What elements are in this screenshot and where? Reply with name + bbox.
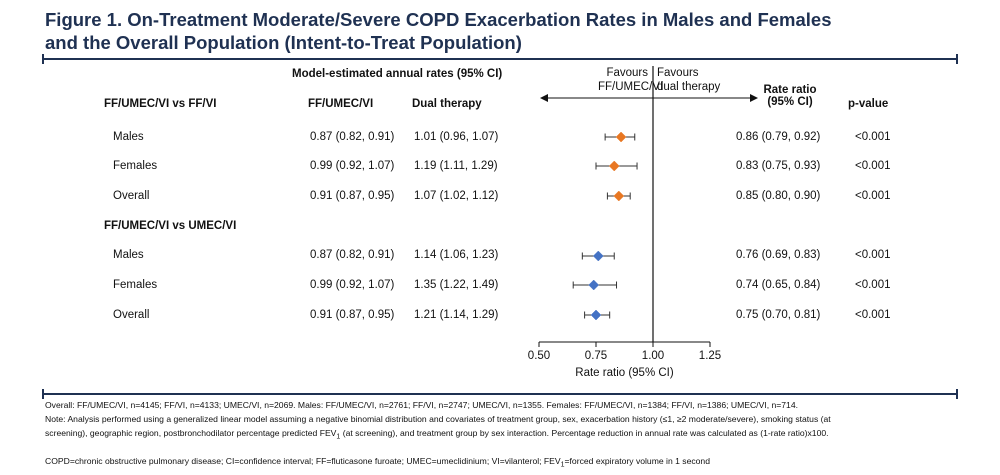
footnote-text: =forced expiratory volume in 1 second xyxy=(564,456,710,466)
row-label: Males xyxy=(113,131,144,143)
row-rate-ratio: 0.74 (0.65, 0.84) xyxy=(736,279,821,291)
x-axis-title: Rate ratio (95% CI) xyxy=(575,367,674,379)
row-dual-rate: 1.19 (1.11, 1.29) xyxy=(414,160,498,172)
favours-right-line-1: Favours xyxy=(657,67,699,79)
row-ffumecvi-rate: 0.91 (0.87, 0.95) xyxy=(310,190,395,202)
rate-ratio-header: Rate ratio (95% CI) xyxy=(750,84,830,108)
figure-title-line-1: Figure 1. On-Treatment Moderate/Severe C… xyxy=(45,9,832,30)
x-tick-label: 0.75 xyxy=(585,350,607,362)
estimate-diamond xyxy=(613,190,625,202)
bottom-rule-cap-left xyxy=(42,389,44,399)
col-dual-header: Dual therapy xyxy=(412,98,482,110)
row-dual-rate: 1.07 (1.02, 1.12) xyxy=(414,190,499,202)
top-rule xyxy=(42,58,958,60)
row-label: Overall xyxy=(113,309,150,321)
row-ffumecvi-rate: 0.99 (0.92, 1.07) xyxy=(310,279,395,291)
row-rate-ratio: 0.75 (0.70, 0.81) xyxy=(736,309,821,321)
row-rate-ratio: 0.76 (0.69, 0.83) xyxy=(736,249,821,261)
row-pvalue: <0.001 xyxy=(855,131,891,143)
row-label: Males xyxy=(113,249,144,261)
row-rate-ratio: 0.86 (0.79, 0.92) xyxy=(736,131,821,143)
row-ffumecvi-rate: 0.91 (0.87, 0.95) xyxy=(310,309,395,321)
row-rate-ratio: 0.85 (0.80, 0.90) xyxy=(736,190,821,202)
model-rates-header: Model-estimated annual rates (95% CI) xyxy=(292,68,503,80)
pvalue-header: p-value xyxy=(848,98,889,110)
footnote-subscript: 1 xyxy=(560,461,565,469)
footnote-method-note: Note: Analysis performed using a general… xyxy=(45,414,831,424)
footnote-text: COPD=chronic obstructive pulmonary disea… xyxy=(45,456,561,466)
footnote-text: (at screening), and treatment group by s… xyxy=(340,428,829,438)
row-dual-rate: 1.14 (1.06, 1.23) xyxy=(414,249,499,261)
row-pvalue: <0.001 xyxy=(855,249,891,261)
group-label: FF/UMEC/VI vs UMEC/VI xyxy=(104,220,237,232)
row-pvalue: <0.001 xyxy=(855,279,891,291)
bottom-rule-cap-right xyxy=(956,389,958,399)
row-label: Females xyxy=(113,160,158,172)
estimate-diamond xyxy=(590,309,602,321)
group-label: FF/UMEC/VI vs FF/VI xyxy=(104,98,217,110)
footnote-abbreviations: COPD=chronic obstructive pulmonary disea… xyxy=(45,454,710,473)
row-dual-rate: 1.01 (0.96, 1.07) xyxy=(414,131,499,143)
row-pvalue: <0.001 xyxy=(855,309,891,321)
footnote-method-note-cont: screening), geographic region, postbronc… xyxy=(45,426,829,445)
row-ffumecvi-rate: 0.87 (0.82, 0.91) xyxy=(310,131,395,143)
row-pvalue: <0.001 xyxy=(855,190,891,202)
rate-ratio-header-line-1: Rate ratio xyxy=(763,84,817,96)
favours-left-line-2: FF/UMEC/VI xyxy=(598,81,664,93)
row-pvalue: <0.001 xyxy=(855,160,891,172)
footnote-subscript: 1 xyxy=(336,433,341,441)
footnote-text: screening), geographic region, postbronc… xyxy=(45,428,337,438)
col-ffumecvi-header: FF/UMEC/VI xyxy=(308,98,374,110)
estimate-diamond xyxy=(608,160,620,172)
favours-left-line-1: Favours xyxy=(606,67,648,79)
bottom-rule xyxy=(42,393,958,395)
row-dual-rate: 1.35 (1.22, 1.49) xyxy=(414,279,499,291)
estimate-diamond xyxy=(588,279,600,291)
figure-title-line-2: and the Overall Population (Intent-to-Tr… xyxy=(45,32,522,53)
row-ffumecvi-rate: 0.87 (0.82, 0.91) xyxy=(310,249,395,261)
row-ffumecvi-rate: 0.99 (0.92, 1.07) xyxy=(310,160,395,172)
footnote-n-counts: Overall: FF/UMEC/VI, n=4145; FF/VI, n=41… xyxy=(45,400,798,410)
estimate-diamond xyxy=(615,131,627,143)
plot-layer: 0.50 0.75 1.00 1.25 Rate ratio (95% CI) xyxy=(528,66,721,379)
estimate-diamond xyxy=(592,250,604,262)
row-label: Overall xyxy=(113,190,150,202)
favours-dual-label: Favours dual therapy xyxy=(657,66,720,94)
row-label: Females xyxy=(113,279,158,291)
row-rate-ratio: 0.83 (0.75, 0.93) xyxy=(736,160,821,172)
x-tick-label: 1.00 xyxy=(642,350,664,362)
top-rule-cap-right xyxy=(956,54,958,64)
row-dual-rate: 1.21 (1.14, 1.29) xyxy=(414,309,499,321)
favours-right-line-2: dual therapy xyxy=(657,81,721,93)
favours-ffumecvi-label: Favours FF/UMEC/VI xyxy=(598,66,664,94)
top-rule-cap-left xyxy=(42,54,44,64)
x-tick-label: 1.25 xyxy=(699,350,721,362)
x-tick-label: 0.50 xyxy=(528,350,550,362)
rate-ratio-header-line-2: (95% CI) xyxy=(767,96,813,108)
figure-title: Figure 1. On-Treatment Moderate/Severe C… xyxy=(45,8,965,54)
